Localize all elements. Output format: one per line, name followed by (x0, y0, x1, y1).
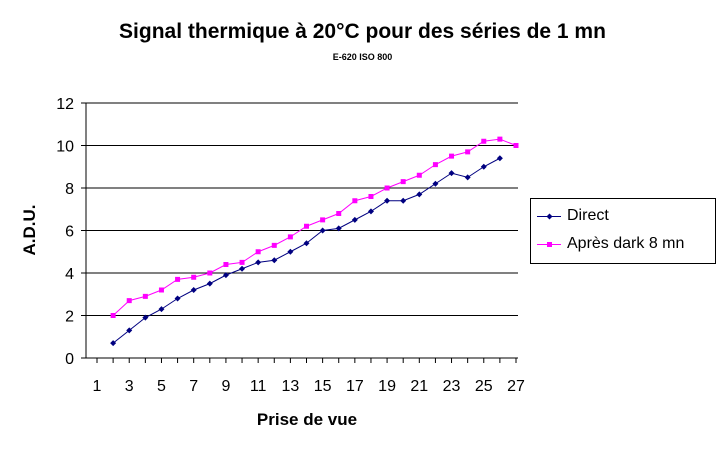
grid-lines (86, 102, 518, 316)
data-point-direct (206, 280, 213, 287)
x-tick-label: 9 (221, 378, 230, 395)
x-axis-label: Prise de vue (256, 410, 358, 429)
data-point-apres-dark (449, 153, 455, 159)
data-point-apres-dark (239, 259, 245, 265)
y-tick-label: 2 (65, 309, 74, 326)
x-tick-label: 5 (157, 378, 166, 395)
x-tick-label: 19 (378, 378, 396, 395)
data-point-direct (158, 306, 165, 313)
legend-swatch-apres-dark (537, 239, 561, 249)
legend-label-apres-dark: Après dark 8 mn (567, 235, 685, 252)
x-tick-label: 25 (475, 378, 493, 395)
data-point-direct (416, 191, 423, 198)
legend-item-direct: Direct (537, 205, 609, 227)
data-point-apres-dark (497, 136, 503, 142)
legend-square-marker (546, 241, 552, 247)
data-point-direct (400, 197, 407, 204)
data-point-direct (142, 314, 149, 321)
data-point-apres-dark (352, 198, 358, 204)
data-point-direct (367, 208, 374, 215)
data-point-apres-dark (320, 217, 326, 223)
data-point-apres-dark (513, 143, 519, 148)
data-point-apres-dark (158, 287, 164, 293)
x-tick-label: 13 (281, 378, 299, 395)
legend-label-direct: Direct (567, 207, 609, 224)
y-tick-label: 4 (65, 266, 74, 283)
data-point-apres-dark (142, 293, 148, 299)
data-point-apres-dark (384, 185, 390, 191)
data-point-apres-dark (304, 223, 309, 229)
data-point-apres-dark (110, 313, 116, 318)
x-tick-label: 3 (125, 378, 134, 395)
chart-title: Signal thermique à 20°C pour des séries … (119, 20, 606, 43)
legend-item-apres-dark: Après dark 8 mn (537, 233, 684, 255)
x-tick-label: 15 (314, 378, 332, 395)
data-point-direct (126, 327, 133, 334)
data-point-direct (255, 259, 262, 266)
data-point-direct (271, 257, 278, 264)
data-point-direct (384, 197, 391, 204)
data-point-apres-dark (191, 274, 197, 280)
y-tick-label: 8 (65, 181, 74, 198)
data-point-direct (287, 248, 294, 255)
legend-swatch-direct (537, 211, 561, 221)
y-tick-label: 0 (65, 351, 74, 368)
data-point-direct (496, 155, 503, 162)
y-axis-label: A.D.U. (20, 204, 39, 256)
data-point-apres-dark (255, 249, 261, 255)
legend-diamond-marker (545, 212, 553, 220)
x-tick-label: 27 (507, 378, 525, 395)
series (110, 136, 519, 347)
data-point-direct (464, 174, 471, 181)
data-point-apres-dark (223, 262, 229, 267)
data-point-direct (319, 227, 326, 234)
data-point-direct (448, 170, 455, 177)
data-point-direct (174, 295, 181, 302)
y-tick-label: 6 (65, 224, 74, 241)
data-point-apres-dark (126, 298, 132, 304)
data-point-apres-dark (416, 172, 422, 178)
data-point-direct (303, 240, 310, 247)
x-tick-label: 7 (189, 378, 198, 395)
data-point-apres-dark (271, 242, 277, 248)
data-point-apres-dark (465, 149, 471, 155)
legend: Direct Après dark 8 mn (530, 198, 716, 264)
x-tick-label: 21 (410, 378, 428, 395)
data-point-apres-dark (287, 234, 293, 240)
data-point-direct (351, 216, 358, 223)
data-point-direct (480, 163, 487, 170)
data-point-direct (222, 272, 229, 279)
data-point-apres-dark (175, 276, 181, 282)
data-point-direct (432, 180, 439, 187)
data-point-apres-dark (207, 270, 213, 276)
x-tick-label: 11 (250, 378, 267, 395)
data-point-apres-dark (336, 211, 342, 216)
y-tick-label: 10 (56, 139, 74, 156)
data-point-direct (239, 265, 246, 272)
x-tick-label: 23 (443, 378, 461, 395)
data-point-apres-dark (481, 138, 487, 144)
data-point-apres-dark (368, 194, 374, 199)
data-point-direct (110, 340, 117, 347)
x-tick-label: 1 (93, 378, 102, 395)
data-point-apres-dark (400, 179, 406, 185)
data-point-direct (190, 287, 197, 293)
y-tick-label: 12 (56, 96, 74, 113)
data-point-apres-dark (432, 162, 438, 168)
chart-subtitle: E-620 ISO 800 (332, 52, 393, 62)
series-line-apres-dark (112, 138, 517, 316)
axes (81, 102, 518, 363)
x-tick-label: 17 (346, 378, 364, 395)
data-point-direct (335, 225, 342, 232)
